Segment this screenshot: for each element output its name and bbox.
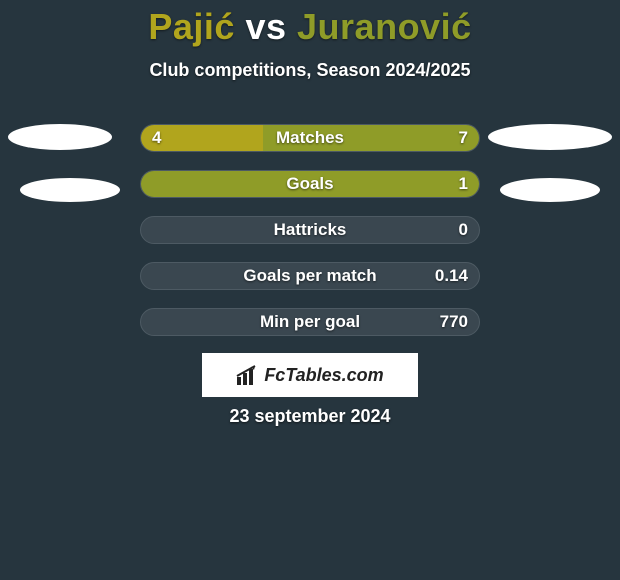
logo-oval xyxy=(500,178,600,202)
subtitle: Club competitions, Season 2024/2025 xyxy=(0,60,620,81)
comparison-title: Pajić vs Juranović xyxy=(0,6,620,48)
source-logo-box: FcTables.com xyxy=(202,353,418,397)
bar-chart-icon xyxy=(236,365,260,385)
bar-track xyxy=(140,124,480,152)
source-logo-text: FcTables.com xyxy=(264,365,383,386)
bar-right-fill xyxy=(141,171,479,197)
logo-oval xyxy=(488,124,612,150)
stat-row: Goals per match0.14 xyxy=(0,262,620,290)
player2-name: Juranović xyxy=(297,6,472,47)
bar-track xyxy=(140,170,480,198)
logo-oval xyxy=(20,178,120,202)
stat-row: Min per goal770 xyxy=(0,308,620,336)
bar-left-fill xyxy=(141,125,263,151)
fctables-logo: FcTables.com xyxy=(236,365,383,386)
logo-oval xyxy=(8,124,112,150)
infographic-canvas: Pajić vs Juranović Club competitions, Se… xyxy=(0,0,620,580)
player1-name: Pajić xyxy=(148,6,235,47)
snapshot-date: 23 september 2024 xyxy=(0,406,620,427)
stat-row: Hattricks0 xyxy=(0,216,620,244)
vs-separator: vs xyxy=(245,6,286,47)
bar-track xyxy=(140,262,480,290)
bar-track xyxy=(140,308,480,336)
bar-right-fill xyxy=(263,125,479,151)
bar-track xyxy=(140,216,480,244)
